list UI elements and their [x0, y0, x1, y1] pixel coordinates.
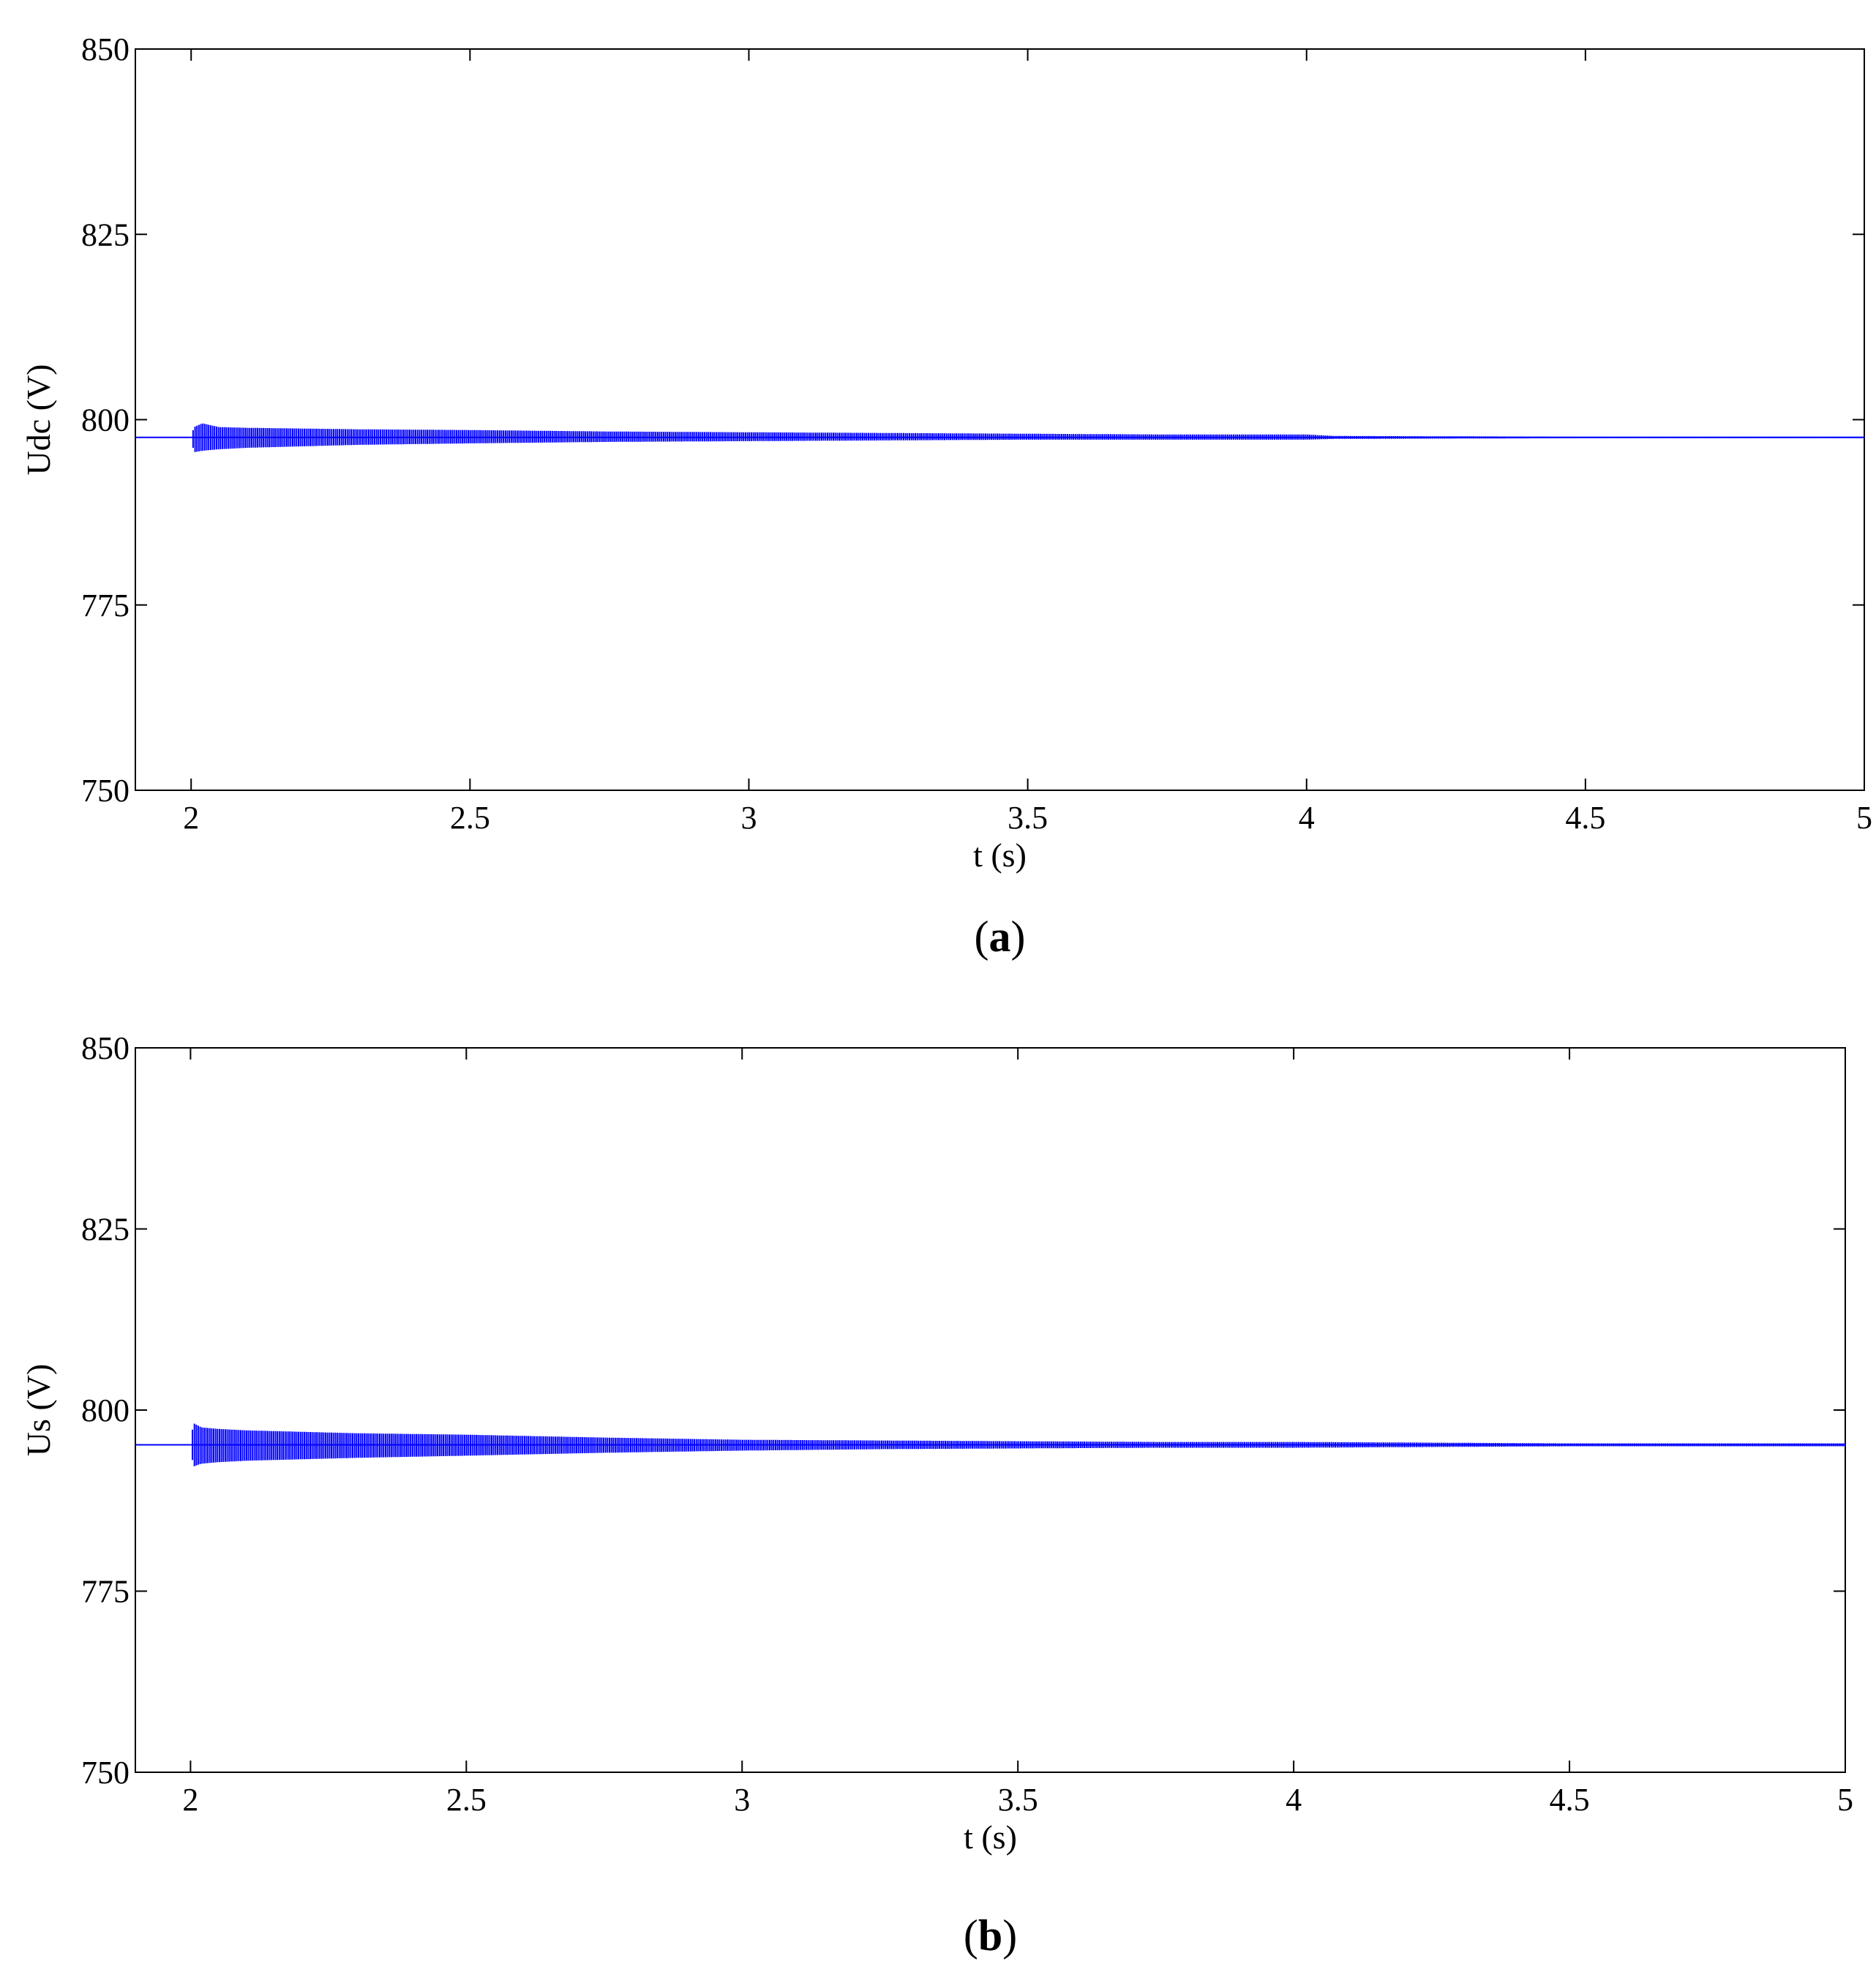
- x-tick-label: 2.5: [450, 800, 490, 836]
- y-tick-label: 750: [81, 1755, 130, 1791]
- x-tick-label: 2: [183, 800, 199, 836]
- panel-label-open-paren: (: [975, 912, 989, 961]
- x-tick-label: 4.5: [1565, 800, 1605, 836]
- x-tick-label: 2.5: [446, 1782, 487, 1818]
- y-tick-label: 825: [81, 1212, 130, 1248]
- panel-a: 2 2.5 3 3.5 4 4.5 5 750 775 800 825 850 t (s) Udc (V)…: [20, 31, 1872, 961]
- x-tick-label: 5: [1856, 800, 1872, 836]
- x-tick-label: 4: [1299, 800, 1315, 836]
- x-axis-label: t (s): [964, 1818, 1017, 1856]
- panel-label: (a): [975, 912, 1026, 961]
- x-tick-label: 2: [182, 1782, 198, 1818]
- x-tick-label: 4: [1286, 1782, 1302, 1818]
- panel-label-open-paren: (: [964, 1911, 978, 1960]
- y-tick-label: 775: [81, 588, 130, 623]
- series-line: [135, 423, 1865, 452]
- y-tick-label: 850: [81, 31, 130, 67]
- y-tick-label: 775: [81, 1574, 130, 1610]
- x-tick-label: 3.5: [998, 1782, 1038, 1818]
- x-tick-label: 3.5: [1008, 800, 1048, 836]
- x-tick-label: 3: [734, 1782, 750, 1818]
- y-tick-label: 800: [81, 402, 130, 438]
- x-tick-label: 3: [740, 800, 757, 836]
- panel-label: (b): [964, 1911, 1017, 1960]
- panel-label-letter: a: [989, 912, 1011, 961]
- x-tick-label: 5: [1837, 1782, 1853, 1818]
- series-line: [135, 1423, 1846, 1466]
- y-tick-label: 825: [81, 217, 130, 252]
- panel-label-close-paren: ): [1011, 912, 1026, 961]
- panel-label-letter: b: [978, 1911, 1002, 1960]
- y-axis-label: Udc (V): [20, 364, 57, 476]
- panel-b: 2 2.5 3 3.5 4 4.5 5 750 775 800 825 850 t (s) Us (V) (…: [20, 1030, 1853, 1960]
- y-tick-label: 850: [81, 1030, 130, 1066]
- x-axis-label: t (s): [973, 836, 1027, 874]
- panel-label-close-paren: ): [1002, 1911, 1017, 1960]
- y-tick-label: 800: [81, 1392, 130, 1428]
- y-tick-label: 750: [81, 773, 130, 809]
- y-axis-label: Us (V): [20, 1364, 57, 1456]
- x-tick-label: 4.5: [1550, 1782, 1590, 1818]
